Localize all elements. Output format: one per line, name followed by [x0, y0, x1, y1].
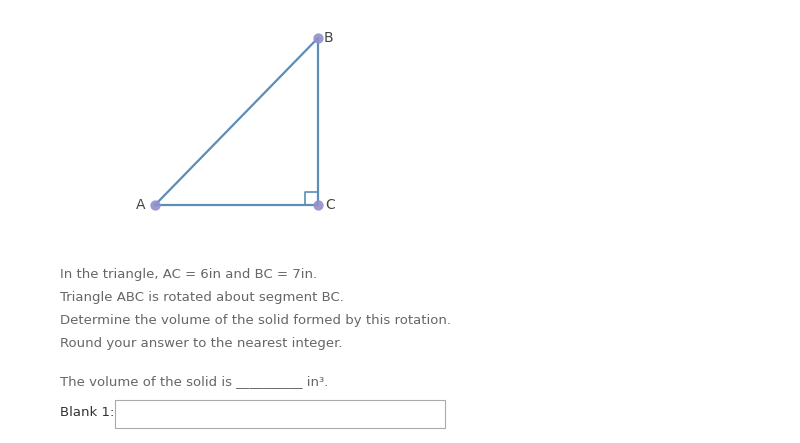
- Text: A: A: [136, 198, 146, 212]
- Point: [149, 202, 162, 209]
- Text: Triangle ABC is rotated about segment BC.: Triangle ABC is rotated about segment BC…: [60, 291, 344, 304]
- Text: B: B: [323, 31, 333, 45]
- Text: The volume of the solid is __________ in³.: The volume of the solid is __________ in…: [60, 375, 328, 388]
- Text: Blank 1:: Blank 1:: [60, 407, 114, 420]
- Bar: [115, 400, 445, 428]
- Text: Round your answer to the nearest integer.: Round your answer to the nearest integer…: [60, 337, 342, 350]
- Text: In the triangle, AC = 6in and BC = 7in.: In the triangle, AC = 6in and BC = 7in.: [60, 268, 317, 281]
- Point: [312, 202, 325, 209]
- Point: [312, 35, 325, 42]
- Text: C: C: [325, 198, 335, 212]
- Text: Determine the volume of the solid formed by this rotation.: Determine the volume of the solid formed…: [60, 314, 451, 327]
